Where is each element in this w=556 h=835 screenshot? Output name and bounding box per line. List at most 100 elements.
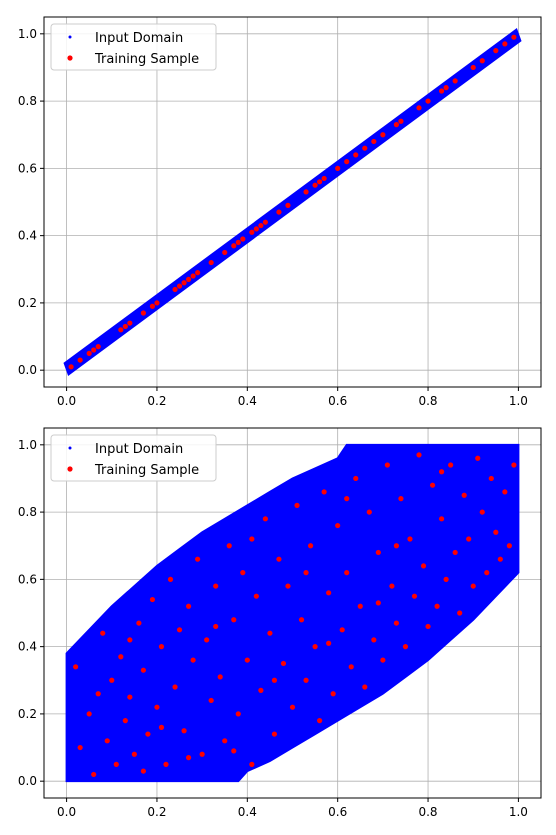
training-sample-point xyxy=(393,620,400,626)
training-sample-point xyxy=(493,48,499,54)
training-sample-point xyxy=(91,347,97,353)
legend-box xyxy=(50,23,217,71)
legend: Input Domain Training Sample xyxy=(50,434,217,482)
training-sample-point xyxy=(429,482,436,488)
series-input-domain xyxy=(65,443,520,783)
training-sample-point xyxy=(303,677,309,683)
training-sample-point xyxy=(136,620,142,626)
legend: Input Domain Training Sample xyxy=(50,23,217,71)
training-sample-point xyxy=(231,243,237,249)
y-tick-label: 0.8 xyxy=(18,94,37,108)
training-sample-point xyxy=(195,556,201,562)
training-sample-point xyxy=(493,529,499,535)
training-sample-point xyxy=(380,132,386,138)
training-sample-point xyxy=(439,516,445,522)
training-sample-point xyxy=(326,640,332,646)
training-sample-point xyxy=(393,122,400,128)
training-sample-point xyxy=(185,755,192,761)
y-tick-label: 0.0 xyxy=(18,774,37,788)
training-sample-point xyxy=(104,738,110,744)
training-sample-point xyxy=(425,98,431,104)
training-sample-point xyxy=(118,654,124,660)
training-sample-point xyxy=(213,583,219,589)
training-sample-point xyxy=(190,273,196,279)
training-sample-point xyxy=(235,711,241,717)
legend-label-input-domain: Input Domain xyxy=(95,31,183,46)
legend-marker-input-domain xyxy=(68,35,72,39)
training-sample-point xyxy=(271,677,278,683)
training-sample-point xyxy=(158,644,165,650)
training-sample-point xyxy=(326,590,332,596)
x-tick-label: 0.4 xyxy=(238,394,257,408)
legend-box xyxy=(50,434,217,482)
training-sample-point xyxy=(86,350,92,356)
training-sample-point xyxy=(303,570,309,576)
x-tick-label: 0.8 xyxy=(418,805,437,819)
training-sample-point xyxy=(443,576,449,582)
training-sample-point xyxy=(375,549,381,556)
x-tick-label: 1.0 xyxy=(509,394,528,408)
legend-label-training-sample: Training Sample xyxy=(94,463,199,478)
training-sample-point xyxy=(77,357,83,363)
training-sample-point xyxy=(371,637,377,643)
x-tick-label: 0.4 xyxy=(238,805,257,819)
training-sample-point xyxy=(154,704,160,710)
training-sample-point xyxy=(416,105,422,111)
training-sample-point xyxy=(317,179,323,185)
training-sample-point xyxy=(240,236,246,242)
training-sample-point xyxy=(398,118,404,124)
training-sample-point xyxy=(466,536,472,542)
training-sample-point xyxy=(154,300,160,306)
training-sample-point xyxy=(68,364,74,370)
x-tick-label: 0.8 xyxy=(418,394,437,408)
training-sample-point xyxy=(195,270,201,276)
training-sample-point xyxy=(276,556,282,562)
x-tick-label: 0.0 xyxy=(57,805,76,819)
y-tick-label: 0.8 xyxy=(18,505,37,519)
training-sample-point xyxy=(249,536,255,542)
training-sample-point xyxy=(190,657,196,663)
y-axis-ticks: 0.0 0.2 0.4 0.6 0.8 1.0 xyxy=(18,438,44,788)
training-sample-point xyxy=(479,58,485,64)
training-sample-point xyxy=(439,88,445,94)
training-sample-point xyxy=(407,536,413,542)
input-domain-region xyxy=(65,443,520,783)
training-sample-point xyxy=(140,768,146,774)
training-sample-point xyxy=(298,617,305,623)
legend-marker-training-sample xyxy=(67,55,73,61)
legend-marker-training-sample xyxy=(67,466,73,472)
chart-bottom: 0.0 0.2 0.4 0.6 0.8 1.0 0.0 0.2 0.4 0.6 0.8 1.0 In… xyxy=(18,427,542,819)
y-tick-label: 1.0 xyxy=(18,438,37,452)
training-sample-point xyxy=(371,138,377,145)
chart-top: 0.0 0.2 0.4 0.6 0.8 1.0 0.0 0.2 0.4 0.6 0.8 1.0 In… xyxy=(18,16,542,408)
training-sample-point xyxy=(362,684,368,690)
training-sample-point xyxy=(384,462,390,468)
training-sample-point xyxy=(217,674,223,680)
training-sample-point xyxy=(208,259,214,266)
training-sample-point xyxy=(452,549,458,556)
training-sample-point xyxy=(488,475,494,482)
training-sample-point xyxy=(77,744,83,751)
training-sample-point xyxy=(307,543,314,549)
training-sample-point xyxy=(479,509,485,515)
training-sample-point xyxy=(158,724,165,730)
training-sample-point xyxy=(312,644,318,650)
training-sample-point xyxy=(398,496,404,502)
training-sample-point xyxy=(457,610,463,616)
training-sample-point xyxy=(335,165,341,171)
training-sample-point xyxy=(285,202,291,208)
training-sample-point xyxy=(502,41,508,47)
training-sample-point xyxy=(73,664,79,670)
x-tick-label: 0.2 xyxy=(147,394,166,408)
training-sample-point xyxy=(344,570,350,576)
training-sample-point xyxy=(118,327,124,333)
training-sample-point xyxy=(357,603,363,609)
training-sample-point xyxy=(127,320,133,326)
training-sample-point xyxy=(113,761,119,767)
training-sample-point xyxy=(149,596,156,603)
training-sample-point xyxy=(258,687,264,693)
training-sample-point xyxy=(122,718,128,724)
training-sample-point xyxy=(204,637,210,643)
training-sample-point xyxy=(339,627,345,633)
